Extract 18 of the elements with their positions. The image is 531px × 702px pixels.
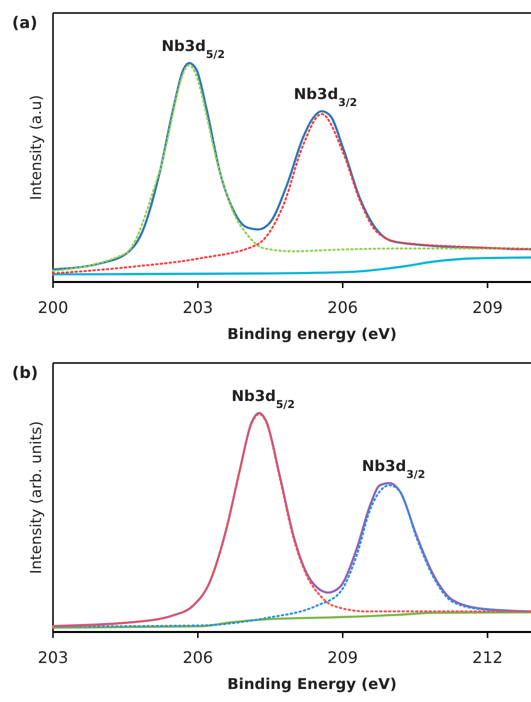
text: (a) bbox=[12, 13, 38, 32]
x-tick-label: 206 bbox=[327, 298, 358, 317]
annotation: Nb3d$_{5/2}$ bbox=[231, 387, 295, 410]
x-tick-label: 203 bbox=[182, 298, 214, 317]
x-tick-label: 212 bbox=[472, 648, 503, 667]
annotation: Nb3d$_{3/2}$ bbox=[294, 85, 358, 109]
text: (b) bbox=[12, 363, 38, 382]
y-axis-title: Intensity (arb. units) bbox=[27, 420, 45, 574]
x-axis-title: Binding Energy (eV) bbox=[227, 675, 397, 693]
x-tick-label: 206 bbox=[182, 648, 214, 667]
x-tick-label: 200 bbox=[38, 298, 68, 317]
y-axis-title: Intensity (a.u) bbox=[27, 94, 45, 200]
x-tick-label: 203 bbox=[38, 648, 68, 667]
x-axis-title: Binding energy (eV) bbox=[227, 325, 397, 343]
annotation: Nb3d$_{5/2}$ bbox=[161, 37, 225, 60]
x-tick-label: 209 bbox=[472, 298, 503, 317]
annotation: Nb3d$_{3/2}$ bbox=[362, 457, 426, 481]
x-tick-label: 209 bbox=[327, 648, 358, 667]
